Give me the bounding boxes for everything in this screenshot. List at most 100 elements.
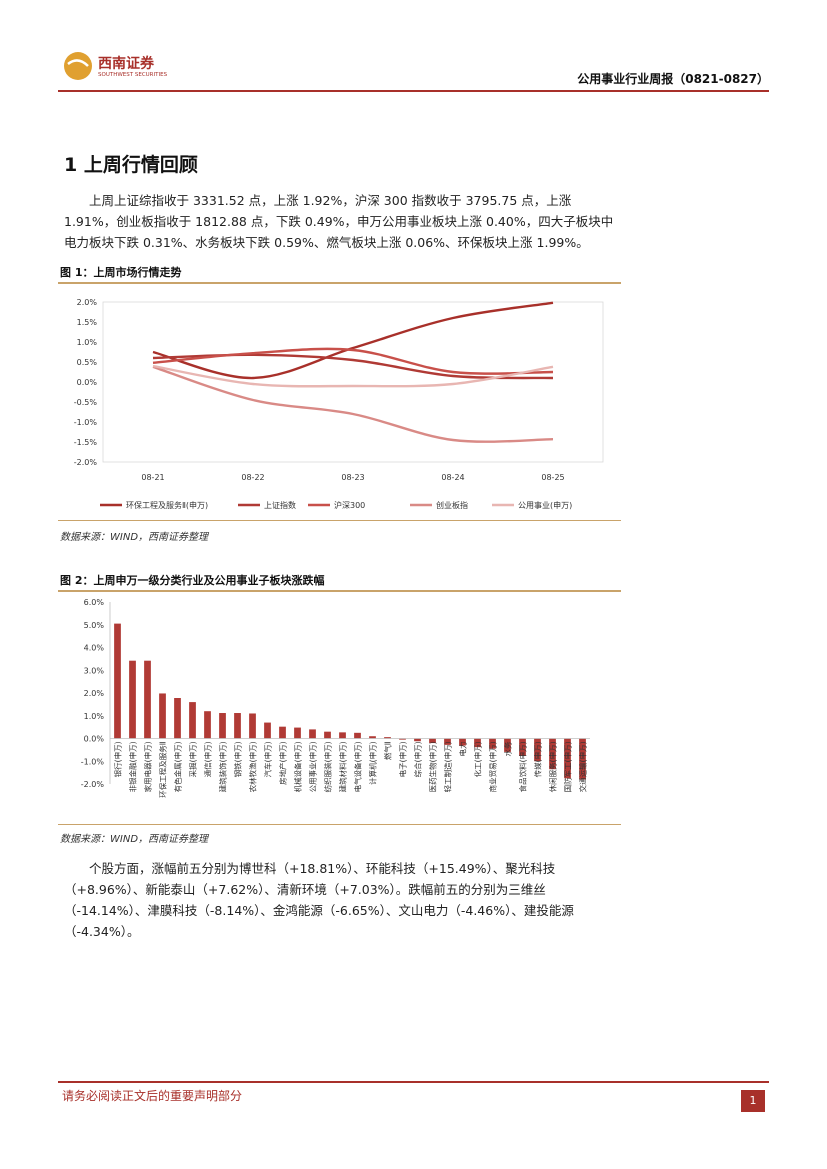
bar [519,738,526,756]
line-series [152,347,554,375]
figure-1-bottom-rule [58,520,621,521]
bar-category-label: 综合(申万) [413,741,423,777]
figure-2-top-rule [58,590,621,592]
line-series [152,364,554,388]
line-chart-x-tick: 08-25 [541,473,564,482]
bar-category-label: 计算机(申万) [368,741,378,784]
bar [399,738,406,740]
bar [264,722,271,739]
bar [444,738,451,745]
bar [429,738,436,744]
bar-category-label: 机械设备(申万) [293,741,303,792]
bar [114,623,121,739]
line-chart-y-tick: -1.0% [74,418,98,427]
logo-mark-icon [64,52,92,80]
bar-category-label: 化工(申万) [473,741,483,777]
line-chart-y-tick: 0.0% [77,378,98,387]
bar-category-label: 商业贸易(申万) [488,741,498,792]
line-chart-y-tick: 1.0% [77,338,98,347]
bar-category-label: 家用电器(申万) [143,741,153,792]
bar [279,726,286,739]
bar-category-label: 采掘(申万) [188,741,198,777]
bar-chart-bars [110,623,590,780]
bar-category-label: 建筑材料(申万) [338,741,348,792]
bar [369,736,376,739]
section-title: 1 上周行情回顾 [64,154,198,176]
bar-chart-y-tick: -1.0% [81,757,105,766]
bar [459,738,466,746]
bar [204,711,211,739]
bar [534,738,541,762]
line-chart-x-axis: 08-21 08-22 08-23 08-24 08-25 [141,473,564,482]
legend-label: 环保工程及服务Ⅱ(申万) [126,500,208,510]
line-chart-x-tick: 08-22 [241,473,264,482]
bar [249,713,256,739]
bar [219,713,226,739]
bar [414,738,421,742]
line-chart-y-tick: 1.5% [77,318,98,327]
bar [129,660,136,739]
legend-label: 沪深300 [334,500,365,510]
line-chart-y-tick: -1.5% [74,438,98,447]
bar-category-label: 传媒(申万) [533,741,543,777]
bar-category-label: 电气设备(申万) [353,741,363,792]
logo-text-en: SOUTHWEST SECURITIES [98,72,168,78]
line-chart-y-tick: 2.0% [77,298,98,307]
legend-label: 公用事业(申万) [518,500,572,510]
legend-label: 上证指数 [264,500,296,510]
bar-category-label: 银行(申万) [113,741,123,777]
bar-category-label: 农林牧渔(申万) [248,741,258,792]
bar [504,738,511,752]
bar [174,698,181,739]
page-number: 1 [741,1090,765,1112]
logo-text-cn: 西南证券 [98,56,154,72]
bar [549,738,556,770]
bar [579,738,586,780]
bar-category-label: 房地产(申万) [278,741,288,784]
footer-divider [58,1081,769,1083]
bar-category-label: 纺织服装(申万) [323,741,333,792]
bar [324,731,331,739]
bar-category-label: 轻工制造(申万) [443,741,453,792]
bar [339,732,346,739]
bar-category-label: 钢铁(申万) [233,741,243,777]
report-title: 公用事业行业周报（0821-0827） [577,72,769,86]
bar-chart-y-tick: 0.0% [84,735,105,744]
line-chart-x-tick: 08-21 [141,473,164,482]
bar-chart-y-tick: 4.0% [84,644,105,653]
header-divider [58,90,769,92]
bar-chart-y-tick: 6.0% [84,598,105,607]
figure-1-top-rule [58,282,621,284]
line-chart-plot-frame [102,301,604,463]
figure-2-title: 图 2：上周申万一级分类行业及公用事业子板块涨跌幅 [60,574,325,587]
bar [234,713,241,739]
market-trend-line-chart: 2.0% 1.5% 1.0% 0.5% 0.0% -0.5% -1.0% -1.5% -2.0%… [74,298,604,510]
line-chart-y-axis: 2.0% 1.5% 1.0% 0.5% 0.0% -0.5% -1.0% -1.5% -2.0% [74,298,604,467]
line-chart-series [152,301,554,443]
bar-category-label: 电力 [458,742,468,757]
bar [564,738,571,779]
bar-category-label: 建筑装饰(申万) [218,741,228,792]
bar-category-label: 汽车(申万) [263,741,273,777]
bar-chart-category-labels: 银行(申万) 非银金融(申万) 家用电器(申万) 环保工程及服务Ⅱ 有色金属(申万) 采掘… [113,741,588,798]
figure-1-title: 图 1：上周市场行情走势 [60,266,182,279]
line-chart-y-tick: -0.5% [74,398,98,407]
bar-category-label: 公用事业(申万) [308,741,318,792]
stock-movers-paragraph: 个股方面，涨幅前五分别为博世科（+18.81%）、环能科技（+15.49%）、聚… [64,861,574,939]
line-chart-y-tick: -2.0% [74,458,98,467]
bar-chart-y-tick: 1.0% [84,712,105,721]
bar-category-label: 国防军工(申万) [563,741,573,792]
bar-category-label: 电子(申万) [398,741,408,777]
bar [354,732,361,739]
footer-disclaimer-note: 请务必阅读正文后的重要声明部分 [62,1089,243,1103]
line-chart-legend: 环保工程及服务Ⅱ(申万) 上证指数 沪深300 创业板指 公用事业(申万) [100,500,572,510]
bar [144,660,151,739]
line-series [152,365,554,443]
bar-category-label: 有色金属(申万) [173,741,183,792]
bar-category-label: 食品饮料(申万) [518,741,528,792]
bar [474,738,481,748]
bar [489,738,496,749]
market-summary-paragraph: 上周上证综指收于 3331.52 点，上涨 1.92%，沪深 300 指数收于 … [64,193,614,250]
bar-category-label: 通信(申万) [203,741,213,777]
bar-category-label: 燃气Ⅱ [383,742,393,761]
